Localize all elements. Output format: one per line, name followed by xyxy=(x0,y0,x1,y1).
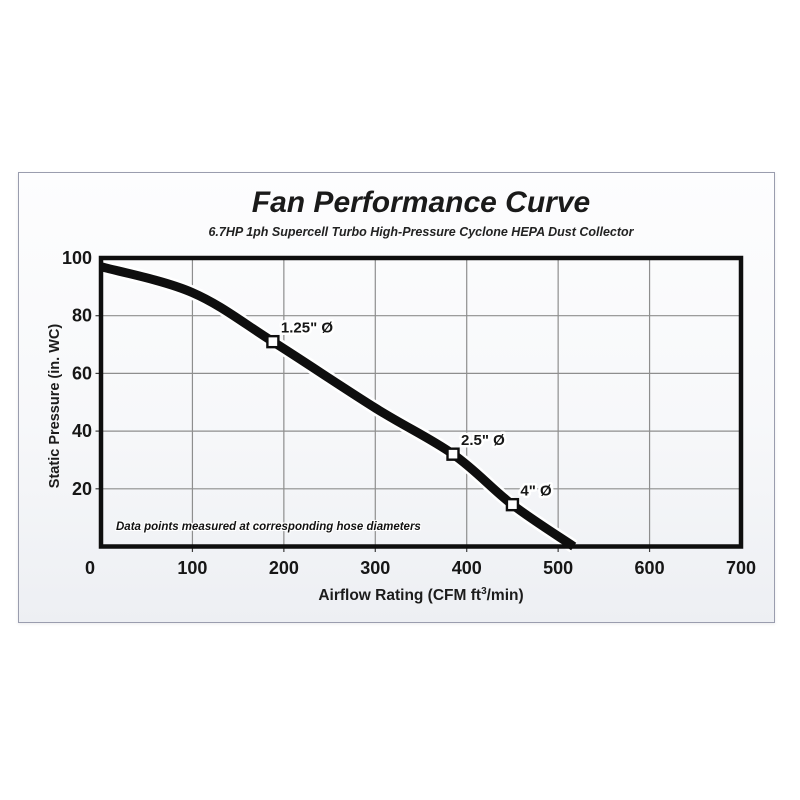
x-axis-title: Airflow Rating (CFM ft3/min) xyxy=(101,586,741,605)
x-axis-title-text: Airflow Rating (CFM ft xyxy=(318,587,482,605)
x-tick-label: 500 xyxy=(543,558,573,578)
x-tick-label: 0 xyxy=(85,558,95,578)
x-tick-label: 100 xyxy=(177,558,207,578)
x-axis-title-text-end: /min) xyxy=(486,587,524,605)
chart-title: Fan Performance Curve xyxy=(251,186,591,219)
data-point-marker xyxy=(505,497,520,512)
y-tick-label: 60 xyxy=(72,363,92,383)
y-axis-title: Static Pressure (in. WC) xyxy=(47,323,63,489)
y-tick-label: 20 xyxy=(72,479,92,499)
x-tick-label: 400 xyxy=(452,558,482,578)
x-tick-label: 700 xyxy=(726,558,756,578)
chart-footnote: Data points measured at corresponding ho… xyxy=(116,521,421,533)
data-point-label: 1.25" Ø xyxy=(281,320,333,337)
x-tick-label: 200 xyxy=(269,558,299,578)
y-tick-label: 40 xyxy=(72,421,92,441)
y-tick-label: 80 xyxy=(72,306,92,326)
chart-panel: Fan Performance Curve 6.7HP 1ph Supercel… xyxy=(18,172,775,623)
data-point-label: 2.5" Ø xyxy=(461,432,505,449)
data-point-marker xyxy=(446,447,460,461)
plot-border xyxy=(98,255,744,549)
x-tick-label: 300 xyxy=(360,558,390,578)
x-tick-label: 600 xyxy=(635,558,665,578)
data-point-label: 4" Ø xyxy=(520,483,552,500)
fan-performance-plot: 1.25" Ø 2.5" Ø 4" Ø 0 100 200 300 400 500 600 700 2… xyxy=(62,248,756,578)
x-axis-title-superscript: 3 xyxy=(481,586,487,597)
data-point-marker xyxy=(266,334,280,349)
fan-curve-halo xyxy=(99,259,578,553)
chart-subtitle: 6.7HP 1ph Supercell Turbo High-Pressure … xyxy=(208,225,634,239)
y-tick-label: 100 xyxy=(62,248,92,268)
